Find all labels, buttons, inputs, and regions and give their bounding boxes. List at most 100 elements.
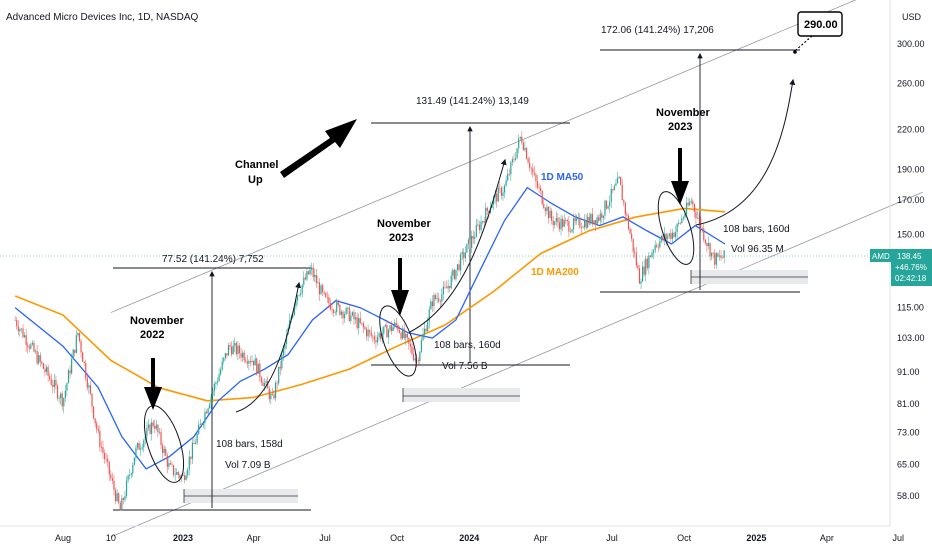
candle-body-13 xyxy=(34,351,37,352)
candle-body-336 xyxy=(541,190,543,205)
price-text: 138.45 xyxy=(897,252,922,261)
candle-body-124 xyxy=(209,404,211,409)
candle-body-233 xyxy=(380,333,382,339)
candle-body-442 xyxy=(707,243,710,246)
candle-body-120 xyxy=(202,423,204,426)
candle-body-450 xyxy=(720,255,722,258)
candle-body-168 xyxy=(278,366,280,384)
candle-body-259 xyxy=(420,340,423,352)
candle-body-145 xyxy=(242,352,244,358)
candle-body-311 xyxy=(502,192,504,196)
candle-body-289 xyxy=(467,239,470,244)
bars3-label: 108 bars, 160d xyxy=(723,224,790,235)
candle-body-422 xyxy=(676,224,678,233)
candle-body-212 xyxy=(347,307,349,309)
candle-body-147 xyxy=(245,360,247,362)
candle-body-264 xyxy=(428,309,430,322)
projection-curve-3 xyxy=(695,78,796,226)
candle-body-248 xyxy=(403,328,405,339)
candle-body-402 xyxy=(645,258,647,275)
candle-body-288 xyxy=(466,243,468,253)
candle-body-209 xyxy=(342,311,344,319)
candle-body-237 xyxy=(386,325,388,338)
candle-body-210 xyxy=(343,314,346,319)
countdown-text: 02:42:18 xyxy=(895,274,927,283)
channel-up-arrow xyxy=(280,119,357,178)
time-ticks: Aug 10 2023 Apr Jul Oct 2024 Apr Jul Oct 2025 Apr Ju… xyxy=(55,533,904,543)
change-text: +46.76% xyxy=(895,263,927,272)
candle-body-225 xyxy=(367,329,369,337)
candle-body-59 xyxy=(107,459,109,462)
plot-area[interactable] xyxy=(0,0,890,526)
target-callout[interactable]: 290.00 xyxy=(793,11,843,54)
candle-body-438 xyxy=(701,228,703,230)
candle-body-299 xyxy=(483,221,485,224)
candle-body-372 xyxy=(598,217,600,221)
price-axis[interactable]: USD 58.00 65.00 73.00 81.00 91.00 103.00 115.0… xyxy=(0,0,932,526)
candle-body-245 xyxy=(398,330,401,333)
candle-body-348 xyxy=(560,218,562,230)
candle-body-218 xyxy=(356,317,358,329)
candle-body-385 xyxy=(618,176,620,178)
candle-body-36 xyxy=(71,359,73,374)
candle-body-249 xyxy=(405,333,407,339)
candle-body-195 xyxy=(320,285,322,295)
candle-body-300 xyxy=(485,207,487,224)
candle-body-277 xyxy=(449,285,451,289)
candle-body-223 xyxy=(364,327,366,329)
candle-body-117 xyxy=(198,424,200,434)
candle-body-121 xyxy=(204,411,206,424)
candle-body-99 xyxy=(169,463,172,465)
candle-body-63 xyxy=(113,480,115,491)
candle-body-398 xyxy=(638,268,641,284)
candle-body-361 xyxy=(580,227,583,228)
candle-body-329 xyxy=(530,167,532,169)
target-box[interactable] xyxy=(797,11,843,37)
candle-body-278 xyxy=(450,275,452,289)
candle-body-66 xyxy=(118,493,120,503)
candle-body-69 xyxy=(122,498,124,500)
candle-body-42 xyxy=(80,340,82,353)
time-tick-4: Jul xyxy=(319,533,331,543)
candle-body-251 xyxy=(408,337,410,344)
candle-body-280 xyxy=(453,269,455,280)
candle-body-208 xyxy=(340,311,343,315)
candle-body-332 xyxy=(535,174,537,182)
candle-body-219 xyxy=(358,318,360,329)
candle-body-406 xyxy=(651,252,653,257)
candle-body-87 xyxy=(151,422,153,434)
time-tick-11: Apr xyxy=(820,533,834,543)
projection-curve-2 xyxy=(409,158,507,333)
candle-body-186 xyxy=(306,271,308,280)
candle-body-41 xyxy=(78,332,81,341)
candle-body-413 xyxy=(662,235,664,240)
candle-body-374 xyxy=(601,213,603,219)
candle-body-111 xyxy=(188,456,190,470)
candle-body-415 xyxy=(665,233,667,239)
candle-body-67 xyxy=(119,502,121,511)
candle-body-200 xyxy=(328,297,330,304)
candle-body-207 xyxy=(339,304,341,315)
candle-body-33 xyxy=(66,383,68,391)
candle-body-421 xyxy=(674,232,677,238)
candle-body-434 xyxy=(695,211,697,219)
candle-body-108 xyxy=(183,475,186,480)
candle-body-189 xyxy=(311,267,313,270)
candle-body-333 xyxy=(536,181,539,188)
candle-body-43 xyxy=(82,352,84,362)
candle-body-326 xyxy=(525,148,528,159)
candle-body-134 xyxy=(224,353,226,358)
candle-body-73 xyxy=(129,474,131,476)
candle-body-266 xyxy=(431,301,434,307)
candle-body-162 xyxy=(268,388,270,400)
candle-body-391 xyxy=(627,215,630,229)
candle-body-2 xyxy=(17,326,19,332)
vol3-label: Vol 96.35 M xyxy=(731,244,784,255)
candle-body-81 xyxy=(141,447,143,449)
candle-body-172 xyxy=(284,344,286,350)
bars2-label: 108 bars, 160d xyxy=(434,340,501,351)
candle-body-412 xyxy=(660,235,663,241)
time-axis[interactable]: Aug 10 2023 Apr Jul Oct 2024 Apr Jul Oct 2025 Apr Ju… xyxy=(0,525,904,543)
candle-body-37 xyxy=(72,349,74,360)
